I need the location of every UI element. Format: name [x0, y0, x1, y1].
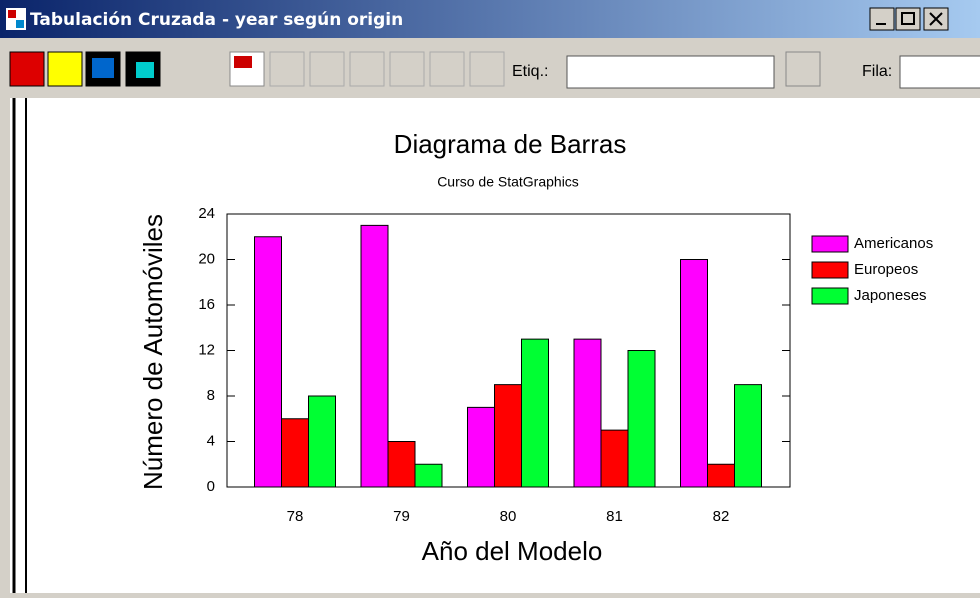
bar [735, 385, 762, 487]
tool-button[interactable] [10, 52, 44, 86]
row-field-caption: Fila: [862, 63, 892, 80]
tool-button[interactable] [786, 52, 820, 86]
legend-swatch [812, 262, 848, 278]
icon-part [16, 20, 24, 28]
x-tick-label: 80 [500, 508, 517, 525]
bar [388, 442, 415, 488]
bar [282, 419, 309, 487]
icon-part [136, 62, 154, 78]
tool-button[interactable] [470, 52, 504, 86]
tool-button[interactable] [270, 52, 304, 86]
y-tick-label: 20 [198, 250, 215, 267]
chart-title: Diagrama de Barras [394, 129, 627, 159]
x-tick-label: 78 [287, 508, 304, 525]
icon-part [8, 10, 16, 18]
bar [681, 260, 708, 488]
bar [255, 237, 282, 487]
tool-button[interactable] [390, 52, 424, 86]
row-input[interactable] [900, 56, 980, 88]
tool-button[interactable] [310, 52, 344, 86]
y-tick-label: 8 [207, 387, 215, 404]
bar [495, 385, 522, 487]
icon-part [234, 56, 252, 68]
y-tick-label: 24 [198, 205, 215, 222]
bar [468, 407, 495, 487]
y-tick-label: 0 [207, 478, 215, 495]
x-axis-label: Año del Modelo [422, 536, 603, 566]
window-title: Tabulación Cruzada - year según origin [30, 10, 403, 30]
x-tick-label: 82 [713, 508, 730, 525]
bar [309, 396, 336, 487]
y-tick-label: 16 [198, 296, 215, 313]
legend-swatch [812, 288, 848, 304]
minimize-button[interactable] [870, 8, 894, 30]
bar [574, 339, 601, 487]
bar [415, 464, 442, 487]
bar [361, 225, 388, 487]
y-tick-label: 12 [198, 341, 215, 358]
tool-button[interactable] [48, 52, 82, 86]
y-tick-label: 4 [207, 432, 215, 449]
bar [601, 430, 628, 487]
toolbar: Etiq.: Fila: [10, 52, 980, 88]
page: {"window": {"title": "Tabulación Cruzada… [0, 0, 980, 593]
tool-button[interactable] [350, 52, 384, 86]
legend-label: Japoneses [854, 287, 927, 304]
bar [522, 339, 549, 487]
legend-label: Europeos [854, 261, 918, 278]
icon-part [92, 58, 114, 78]
label-field-caption: Etiq.: [512, 63, 548, 80]
maximize-button[interactable] [896, 8, 920, 30]
bar [708, 464, 735, 487]
y-axis-label: Número de Automóviles [138, 214, 168, 490]
x-tick-label: 79 [393, 508, 410, 525]
x-tick-label: 81 [606, 508, 623, 525]
label-input[interactable] [567, 56, 774, 88]
bar [628, 351, 655, 488]
screen: Tabulación Cruzada - year según origin E… [0, 0, 980, 593]
window-controls [870, 8, 948, 30]
chart-subtitle: Curso de StatGraphics [437, 174, 579, 190]
tool-button[interactable] [430, 52, 464, 86]
legend-swatch [812, 236, 848, 252]
legend-label: Americanos [854, 235, 933, 252]
